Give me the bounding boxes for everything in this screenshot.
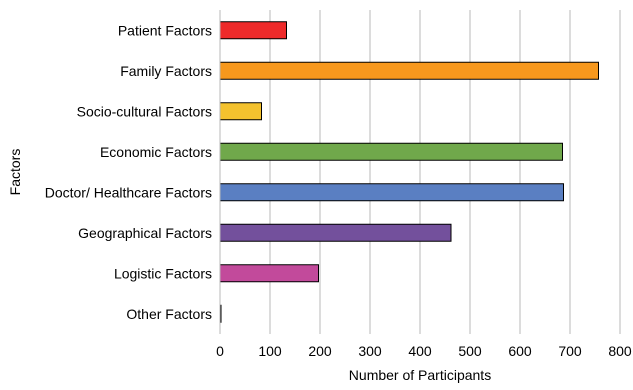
gridlines [269, 10, 621, 334]
axes: 0 100 200 300 400 500 600 700 800 Patient Factors… [45, 10, 632, 359]
bar [219, 61, 599, 80]
category-label: Other Factors [126, 306, 212, 322]
x-tick-label: 500 [458, 343, 482, 359]
category-label: Doctor/ Healthcare Factors [45, 184, 212, 200]
category-label: Patient Factors [118, 22, 212, 38]
x-tick-label: 700 [558, 343, 582, 359]
bar [219, 142, 563, 161]
category-label: Economic Factors [100, 144, 212, 160]
bar [219, 223, 452, 242]
category-label: Family Factors [120, 63, 212, 79]
x-tick-label: 0 [216, 343, 224, 359]
x-tick-label: 200 [308, 343, 332, 359]
bars [219, 21, 599, 323]
x-tick-label: 800 [608, 343, 632, 359]
category-label: Socio-cultural Factors [77, 103, 212, 119]
x-tick-label: 400 [408, 343, 432, 359]
bar [219, 102, 262, 121]
x-axis-title: Number of Participants [349, 367, 491, 383]
category-label: Logistic Factors [114, 265, 212, 281]
x-tick-label: 600 [508, 343, 532, 359]
bar [219, 264, 319, 283]
category-label: Geographical Factors [78, 225, 212, 241]
x-tick-label: 100 [258, 343, 282, 359]
bar [219, 183, 564, 202]
x-tick-label: 300 [358, 343, 382, 359]
y-axis-title: Factors [7, 149, 23, 196]
bar [219, 21, 287, 40]
